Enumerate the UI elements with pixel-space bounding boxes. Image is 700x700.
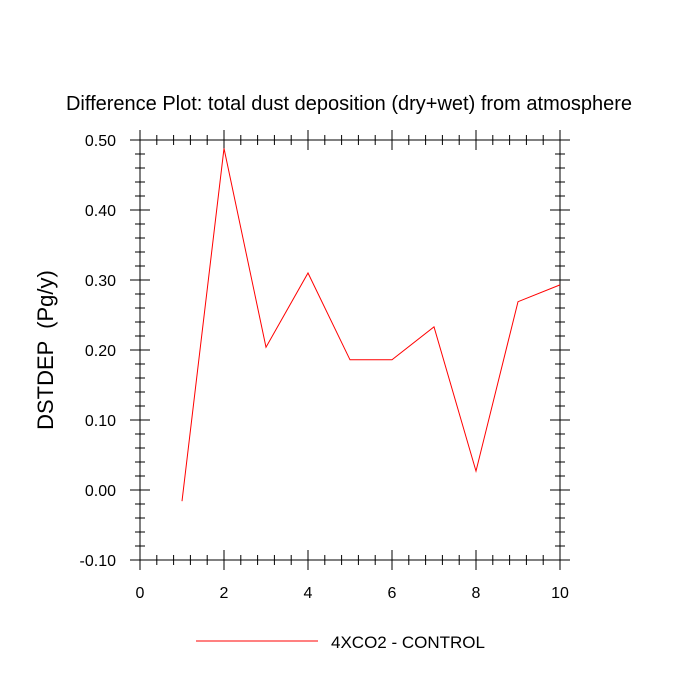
tick-labels: 0 2 4 6 8 10 -0.10 0.00 0.10 0.20 0.30 0.40 0.50 xyxy=(80,133,569,602)
series-layer xyxy=(181,148,561,502)
x-tick-label: 6 xyxy=(388,585,397,602)
legend: 4XCO2 - CONTROL xyxy=(196,633,485,652)
legend-label: 4XCO2 - CONTROL xyxy=(331,633,485,652)
series-line xyxy=(181,148,561,502)
x-tick-label: 8 xyxy=(472,585,481,602)
plot-frame xyxy=(139,139,561,561)
y-tick-label: 0.30 xyxy=(85,273,116,290)
x-tick-label: 4 xyxy=(304,585,313,602)
y-tick-label: 0.20 xyxy=(85,343,116,360)
y-tick-label: 0.50 xyxy=(85,133,116,150)
chart-title: Difference Plot: total dust deposition (… xyxy=(66,93,632,115)
x-tick-label: 0 xyxy=(136,585,145,602)
y-axis-label: DSTDEP (Pg/y) xyxy=(33,270,58,430)
minor-ticks xyxy=(135,135,565,565)
major-ticks xyxy=(130,130,570,570)
y-tick-label: -0.10 xyxy=(80,553,117,570)
y-tick-label: 0.00 xyxy=(85,483,116,500)
y-tick-label: 0.10 xyxy=(85,413,116,430)
x-tick-label: 2 xyxy=(220,585,229,602)
x-tick-label: 10 xyxy=(551,585,569,602)
y-tick-label: 0.40 xyxy=(85,203,116,220)
